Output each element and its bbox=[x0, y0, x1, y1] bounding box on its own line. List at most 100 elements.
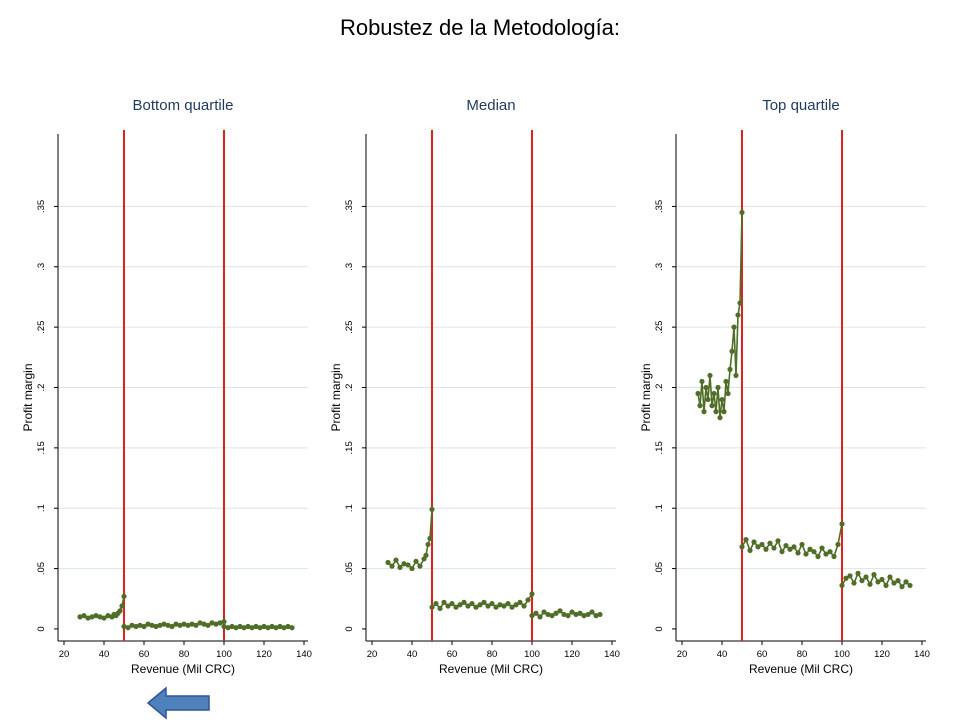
x-tick-label: 100 bbox=[524, 649, 540, 660]
data-point bbox=[89, 614, 95, 620]
chart-panel-median: Median 0 .05 .1 .15 .2 .25 .3 .35 20 40 60 80 100 120 1… bbox=[329, 97, 620, 676]
x-axis-label: Revenue (Mil CRC) bbox=[439, 662, 543, 676]
data-point bbox=[775, 538, 781, 544]
data-point bbox=[229, 623, 235, 630]
data-point bbox=[427, 535, 433, 541]
data-point bbox=[401, 561, 407, 567]
y-tick-label: .15 bbox=[36, 441, 47, 454]
data-point bbox=[97, 614, 103, 620]
x-tick-label: 120 bbox=[256, 649, 272, 660]
data-point bbox=[807, 546, 813, 552]
data-point bbox=[705, 396, 711, 403]
data-point bbox=[101, 615, 107, 621]
y-axis-label: Profit margin bbox=[21, 363, 35, 431]
data-point bbox=[707, 372, 713, 379]
data-point bbox=[811, 549, 817, 555]
data-point bbox=[537, 614, 543, 620]
data-point bbox=[197, 620, 203, 626]
data-point bbox=[169, 623, 175, 630]
y-tick-label: .3 bbox=[654, 263, 665, 271]
data-point bbox=[441, 599, 447, 605]
data-point bbox=[397, 564, 403, 570]
data-point bbox=[855, 570, 861, 576]
data-point bbox=[433, 600, 439, 607]
data-point bbox=[783, 543, 789, 549]
data-point bbox=[725, 390, 731, 397]
data-point bbox=[713, 409, 719, 415]
data-point bbox=[839, 582, 845, 589]
data-point bbox=[437, 605, 443, 612]
data-point bbox=[799, 541, 805, 548]
data-point bbox=[505, 600, 511, 607]
data-point bbox=[497, 602, 503, 608]
data-point bbox=[489, 600, 495, 607]
data-point bbox=[561, 611, 567, 618]
data-point bbox=[213, 621, 219, 627]
data-point bbox=[245, 623, 251, 630]
data-point bbox=[469, 600, 475, 607]
data-point bbox=[149, 622, 155, 628]
data-point bbox=[81, 613, 87, 619]
data-point bbox=[815, 553, 821, 560]
data-point bbox=[465, 603, 471, 609]
data-point bbox=[449, 600, 455, 607]
data-point bbox=[545, 611, 551, 618]
data-point bbox=[533, 610, 539, 616]
data-point bbox=[715, 384, 721, 391]
data-point bbox=[221, 623, 227, 630]
y-tick-label: .25 bbox=[654, 321, 665, 334]
data-point bbox=[723, 378, 729, 385]
data-point bbox=[185, 622, 191, 628]
left-arrow-icon[interactable] bbox=[146, 686, 212, 720]
data-point bbox=[899, 584, 905, 590]
chart-panel-bottom-quartile: Bottom quartile 0 .05 .1 .15 .2 .25 .3 .35 20 40 60… bbox=[21, 97, 312, 676]
data-point bbox=[585, 611, 591, 618]
data-point bbox=[261, 623, 267, 630]
data-point bbox=[697, 403, 703, 409]
data-point bbox=[165, 622, 171, 628]
data-point bbox=[891, 580, 897, 586]
data-point bbox=[711, 390, 717, 397]
data-point bbox=[895, 578, 901, 584]
data-point bbox=[445, 603, 451, 609]
data-point bbox=[903, 579, 909, 585]
x-axis-label: Revenue (Mil CRC) bbox=[131, 662, 235, 676]
y-tick-label: .25 bbox=[36, 321, 47, 334]
x-tick-label: 60 bbox=[447, 649, 458, 660]
data-point bbox=[541, 609, 547, 615]
data-point bbox=[289, 625, 295, 631]
data-point bbox=[751, 539, 757, 545]
data-point bbox=[875, 579, 881, 585]
x-tick-label: 20 bbox=[367, 649, 378, 660]
y-tick-label: .35 bbox=[654, 200, 665, 213]
data-point bbox=[481, 599, 487, 605]
data-point bbox=[593, 613, 599, 619]
y-tick-label: .05 bbox=[36, 562, 47, 575]
data-point bbox=[429, 506, 435, 513]
data-point bbox=[709, 403, 715, 409]
data-point bbox=[791, 544, 797, 550]
data-point bbox=[573, 611, 579, 618]
x-tick-label: 60 bbox=[757, 649, 768, 660]
data-point bbox=[137, 622, 143, 628]
data-point bbox=[105, 613, 111, 619]
data-point bbox=[823, 551, 829, 557]
data-point bbox=[569, 609, 575, 615]
data-point bbox=[851, 580, 857, 586]
data-point bbox=[181, 621, 187, 627]
data-point bbox=[269, 623, 275, 630]
y-tick-label: .3 bbox=[36, 263, 47, 271]
data-point bbox=[249, 625, 255, 631]
x-tick-label: 140 bbox=[296, 649, 312, 660]
y-tick-label: .05 bbox=[654, 562, 665, 575]
data-point bbox=[743, 537, 749, 543]
data-point bbox=[509, 604, 515, 610]
data-point bbox=[529, 613, 535, 619]
x-tick-label: 80 bbox=[179, 649, 190, 660]
x-tick-label: 100 bbox=[216, 649, 232, 660]
data-point bbox=[695, 390, 701, 397]
data-point bbox=[93, 613, 99, 619]
data-point bbox=[453, 604, 459, 610]
x-tick-label: 40 bbox=[717, 649, 728, 660]
data-point bbox=[883, 582, 889, 589]
